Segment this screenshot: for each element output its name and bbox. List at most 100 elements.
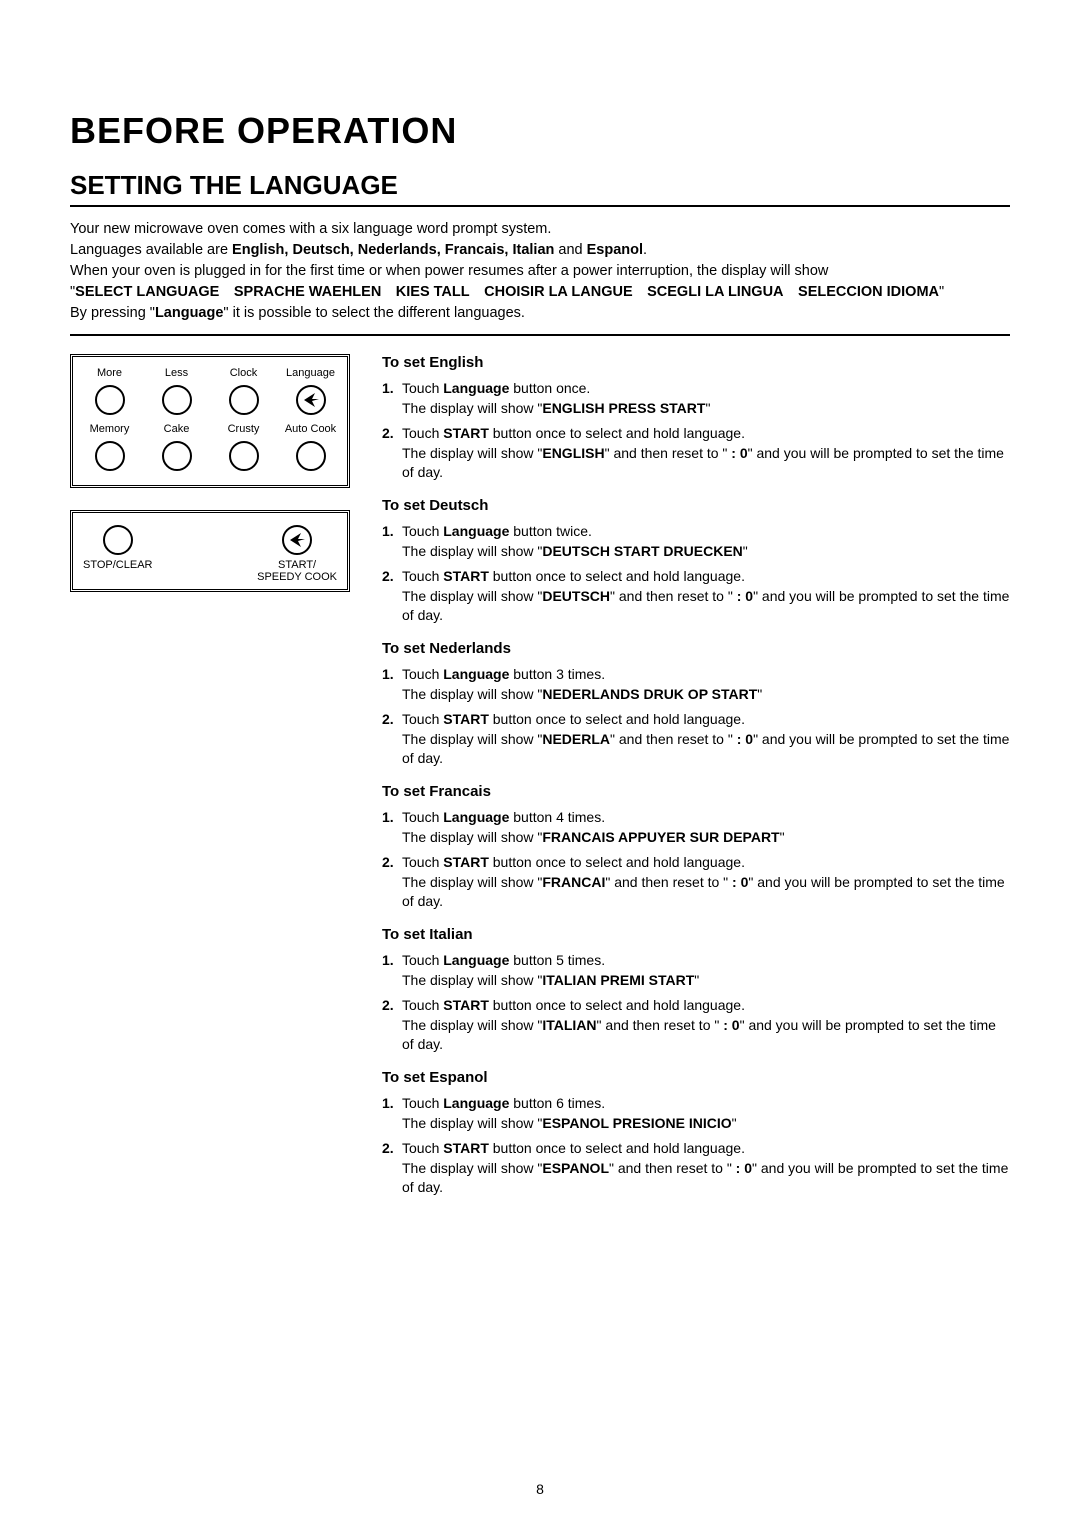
text: and <box>554 242 586 258</box>
step-number: 1. <box>382 951 402 990</box>
btn-start[interactable] <box>282 525 312 555</box>
text-bold: SELECT LANGUAGE SPRACHE WAEHLEN KIES TAL… <box>75 284 939 300</box>
btn-label-autocook: Auto Cook <box>285 423 336 435</box>
step-number: 1. <box>382 665 402 704</box>
instruction-step: 2.Touch START button once to select and … <box>382 567 1010 626</box>
btn-label-less: Less <box>165 367 188 379</box>
btn-label-cake: Cake <box>164 423 190 435</box>
step-number: 2. <box>382 567 402 626</box>
step-line: The display will show "FRANCAI" and then… <box>402 873 1010 912</box>
step-line: Touch START button once to select and ho… <box>402 567 1010 587</box>
step-line: The display will show "FRANCAIS APPUYER … <box>402 828 1010 848</box>
btn-less[interactable] <box>162 385 192 415</box>
step-number: 2. <box>382 424 402 483</box>
step-number: 1. <box>382 1094 402 1133</box>
step-body: Touch START button once to select and ho… <box>402 1139 1010 1198</box>
text-bold: English, Deutsch, Nederlands, Francais, … <box>232 242 554 258</box>
text-bold: ESPANOL PRESIONE INICIO <box>542 1115 731 1131</box>
step-line: The display will show "ESPANOL" and then… <box>402 1159 1010 1198</box>
instruction-step: 2.Touch START button once to select and … <box>382 1139 1010 1198</box>
step-line: The display will show "ESPANOL PRESIONE … <box>402 1114 1010 1134</box>
step-number: 2. <box>382 853 402 912</box>
step-line: Touch Language button 3 times. <box>402 665 1010 685</box>
instruction-step: 2.Touch START button once to select and … <box>382 424 1010 483</box>
section-title: To set Francais <box>382 783 1010 800</box>
instruction-step: 1.Touch Language button 5 times.The disp… <box>382 951 1010 990</box>
btn-stop-clear[interactable] <box>103 525 133 555</box>
text-bold: DEUTSCH START DRUECKEN <box>542 543 742 559</box>
text-bold: : 0 <box>728 874 748 890</box>
step-body: Touch START button once to select and ho… <box>402 996 1010 1055</box>
step-number: 1. <box>382 808 402 847</box>
step-line: Touch Language button 4 times. <box>402 808 1010 828</box>
step-line: Touch START button once to select and ho… <box>402 1139 1010 1159</box>
text-bold: START <box>443 425 489 441</box>
sub-heading: SETTING THE LANGUAGE <box>70 170 1010 207</box>
text-bold: Language <box>155 305 223 321</box>
text-bold: : 0 <box>727 445 747 461</box>
step-number: 2. <box>382 1139 402 1198</box>
step-body: Touch Language button once.The display w… <box>402 379 1010 418</box>
step-number: 2. <box>382 996 402 1055</box>
text-bold: ENGLISH <box>542 445 604 461</box>
instruction-step: 1.Touch Language button 6 times.The disp… <box>382 1094 1010 1133</box>
step-line: The display will show "ITALIAN" and then… <box>402 1016 1010 1055</box>
step-line: The display will show "ENGLISH" and then… <box>402 444 1010 483</box>
step-body: Touch Language button 4 times.The displa… <box>402 808 1010 847</box>
step-line: Touch START button once to select and ho… <box>402 996 1010 1016</box>
btn-label-crusty: Crusty <box>228 423 260 435</box>
btn-cake[interactable] <box>162 441 192 471</box>
text-bold: Language <box>443 523 509 539</box>
btn-label-language: Language <box>286 367 335 379</box>
pointer-icon <box>301 390 321 410</box>
btn-memory[interactable] <box>95 441 125 471</box>
text-bold: Language <box>443 666 509 682</box>
step-body: Touch START button once to select and ho… <box>402 567 1010 626</box>
text-bold: : 0 <box>733 731 753 747</box>
step-line: The display will show "ITALIAN PREMI STA… <box>402 971 1010 991</box>
text-bold: DEUTSCH <box>542 588 610 604</box>
step-body: Touch Language button twice.The display … <box>402 522 1010 561</box>
btn-clock[interactable] <box>229 385 259 415</box>
intro-line5: By pressing "Language" it is possible to… <box>70 303 1010 324</box>
pointer-icon <box>287 530 307 550</box>
text: " it is possible to select the different… <box>223 305 525 321</box>
text-bold: FRANCAIS APPUYER SUR DEPART <box>542 829 779 845</box>
section-title: To set Italian <box>382 926 1010 943</box>
btn-language[interactable] <box>296 385 326 415</box>
btn-autocook[interactable] <box>296 441 326 471</box>
step-line: The display will show "NEDERLA" and then… <box>402 730 1010 769</box>
text-bold: : 0 <box>733 588 753 604</box>
section-title: To set Espanol <box>382 1069 1010 1086</box>
step-number: 2. <box>382 710 402 769</box>
divider <box>70 334 1010 336</box>
btn-crusty[interactable] <box>229 441 259 471</box>
text: . <box>643 242 647 258</box>
text-bold: : 0 <box>732 1160 752 1176</box>
step-body: Touch Language button 6 times.The displa… <box>402 1094 1010 1133</box>
step-body: Touch START button once to select and ho… <box>402 424 1010 483</box>
btn-label-stop-clear: STOP/CLEAR <box>83 559 153 571</box>
instruction-step: 1.Touch Language button once.The display… <box>382 379 1010 418</box>
text: " <box>939 284 944 300</box>
instruction-step: 1.Touch Language button twice.The displa… <box>382 522 1010 561</box>
text-bold: START <box>443 568 489 584</box>
page-number: 8 <box>0 1481 1080 1497</box>
section-title: To set Deutsch <box>382 497 1010 514</box>
btn-label-start: START/ <box>278 559 316 571</box>
btn-label-more: More <box>97 367 122 379</box>
step-line: Touch START button once to select and ho… <box>402 853 1010 873</box>
step-line: The display will show "DEUTSCH" and then… <box>402 587 1010 626</box>
main-heading: BEFORE OPERATION <box>70 110 1010 152</box>
text: By pressing " <box>70 305 155 321</box>
step-number: 1. <box>382 379 402 418</box>
btn-more[interactable] <box>95 385 125 415</box>
right-column: To set English1.Touch Language button on… <box>382 354 1010 1204</box>
instruction-step: 1.Touch Language button 3 times.The disp… <box>382 665 1010 704</box>
text-bold: START <box>443 711 489 727</box>
intro-line4: "SELECT LANGUAGE SPRACHE WAEHLEN KIES TA… <box>70 282 1010 303</box>
step-line: Touch START button once to select and ho… <box>402 424 1010 444</box>
step-body: Touch START button once to select and ho… <box>402 853 1010 912</box>
step-body: Touch Language button 5 times.The displa… <box>402 951 1010 990</box>
step-body: Touch Language button 3 times.The displa… <box>402 665 1010 704</box>
